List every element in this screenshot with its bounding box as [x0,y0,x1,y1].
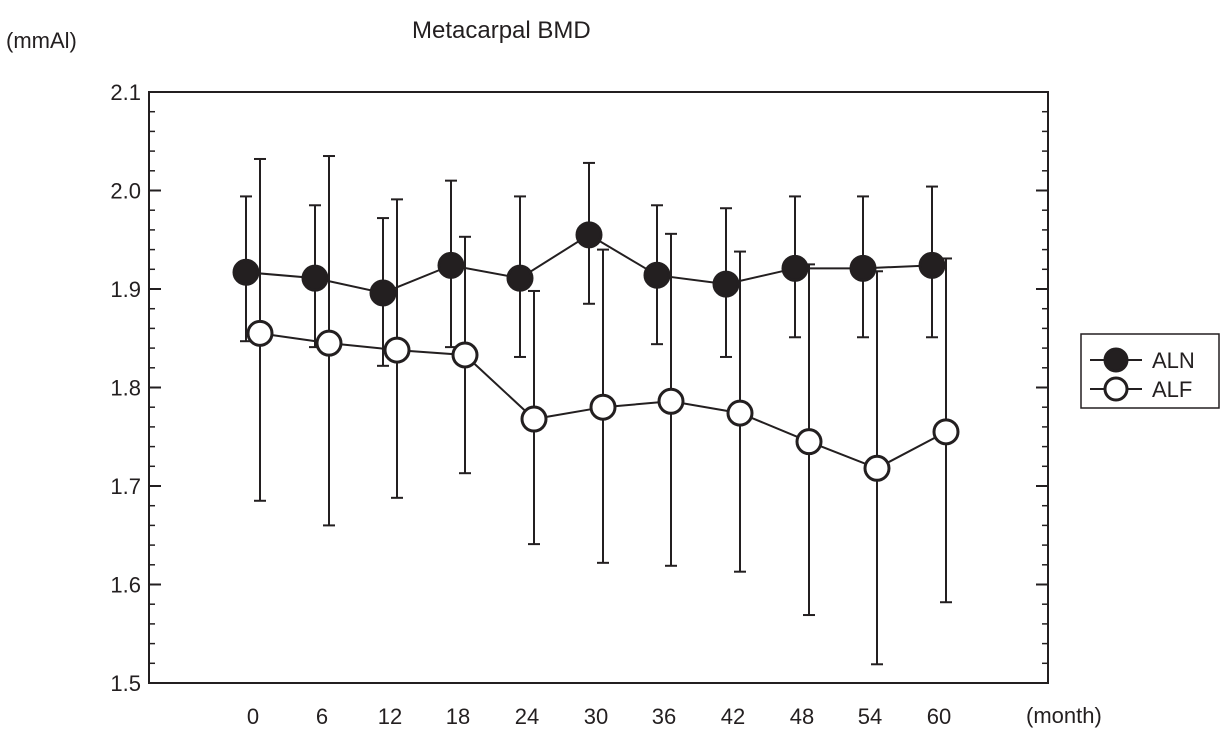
x-tick-label: 0 [247,704,259,729]
legend-label: ALF [1152,377,1192,402]
data-point [726,399,754,427]
data-point [781,254,809,282]
y-tick-label: 1.5 [110,671,141,696]
data-point [315,329,343,357]
y-tick-label: 1.6 [110,573,141,598]
series-aln-errorbars [240,161,938,367]
series-alf-points [246,319,960,482]
series-layer [232,155,960,666]
x-tick-label: 54 [858,704,882,729]
data-point [451,341,479,369]
y-axis-label: (mmAl) [6,28,77,53]
y-tick-label: 1.9 [110,277,141,302]
data-point [918,251,946,279]
chart-title: Metacarpal BMD [412,17,591,44]
legend: ALN ALF [1080,333,1220,409]
data-point [246,319,274,347]
y-tick-label: 2.0 [110,179,141,204]
x-axis-label: (month) [1026,703,1102,728]
y-tick-label: 1.8 [110,376,141,401]
x-tick-label: 30 [584,704,608,729]
legend-marker [1103,376,1129,402]
legend-marker [1103,347,1129,373]
plot-frame [148,91,1049,684]
y-tick-label: 2.1 [110,80,141,105]
data-point [643,261,671,289]
data-point [575,221,603,249]
data-point [383,336,411,364]
axes: 1.5 1.6 1.7 1.8 1.9 2.0 2.1 0 6 12 18 24 30 36 42 48 54 6… [110,80,1048,729]
data-point [232,258,260,286]
x-tick-label: 6 [316,704,328,729]
data-point [369,279,397,307]
x-tick-label: 12 [378,704,402,729]
data-point [589,393,617,421]
x-tick-label: 18 [446,704,470,729]
legend-box [1080,333,1220,409]
data-point [506,264,534,292]
data-point [863,454,891,482]
x-tick-label: 60 [927,704,951,729]
data-point [301,264,329,292]
series-aln-points [232,221,946,307]
data-point [712,270,740,298]
x-tick-label: 48 [790,704,814,729]
data-point [437,251,465,279]
data-point [795,428,823,456]
data-point [657,387,685,415]
data-point [849,254,877,282]
data-point [520,405,548,433]
x-tick-label: 36 [652,704,676,729]
x-tick-label: 24 [515,704,539,729]
data-point [932,418,960,446]
x-tick-label: 42 [721,704,745,729]
y-tick-label: 1.7 [110,474,141,499]
legend-label: ALN [1152,348,1195,373]
